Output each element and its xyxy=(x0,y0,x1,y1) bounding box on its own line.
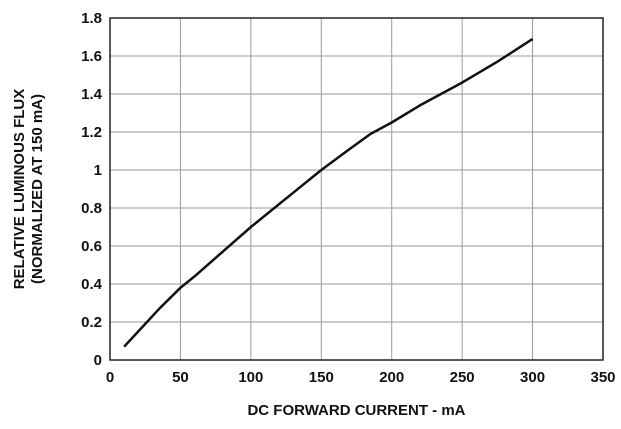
x-tick-label: 350 xyxy=(590,369,615,386)
x-tick-label: 200 xyxy=(379,369,404,386)
y-tick-label: 1.6 xyxy=(81,48,102,65)
y-tick-label: 1 xyxy=(94,162,102,179)
y-tick-label: 0 xyxy=(94,352,102,369)
y-tick-label: 0.2 xyxy=(81,314,102,331)
x-tick-label: 150 xyxy=(309,369,334,386)
x-tick-label: 0 xyxy=(106,369,114,386)
y-tick-label: 1.8 xyxy=(81,10,102,27)
x-axis-label: DC FORWARD CURRENT - mA xyxy=(247,402,465,419)
y-tick-label: 0.4 xyxy=(81,276,103,293)
y-tick-label: 1.4 xyxy=(81,86,103,103)
plot-frame xyxy=(109,17,604,361)
grid xyxy=(109,17,604,361)
x-tick-label: 250 xyxy=(450,369,475,386)
y-tick-label: 0.6 xyxy=(81,238,102,255)
y-tick-label: 1.2 xyxy=(81,124,102,141)
y-tick-label: 0.8 xyxy=(81,200,102,217)
x-tick-label: 300 xyxy=(520,369,545,386)
x-tick-label: 100 xyxy=(238,369,263,386)
y-axis-label-line1: RELATIVE LUMINOUS FLUX xyxy=(11,89,28,290)
x-tick-labels: 0 50 100 150 200 250 300 350 xyxy=(106,369,616,386)
x-tick-label: 50 xyxy=(172,369,189,386)
y-axis-label-line2: (NORMALIZED AT 150 mA) xyxy=(29,94,46,284)
y-tick-labels: 0 0.2 0.4 0.6 0.8 1 1.2 1.4 1.6 1.8 xyxy=(81,10,103,369)
series-line xyxy=(123,37,534,348)
